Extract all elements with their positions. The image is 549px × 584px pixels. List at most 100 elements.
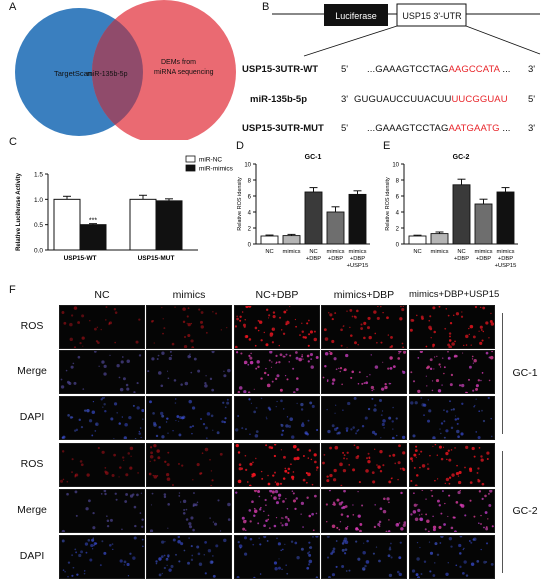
panel-letter-a: A	[9, 1, 17, 13]
cell-dot	[153, 421, 157, 425]
cell-dot	[162, 332, 164, 335]
significance-annotation: ***	[89, 218, 97, 225]
cell-dot	[183, 508, 186, 511]
cell-dot	[458, 470, 462, 474]
seq-black-mir: GUGUAUCCUUACUU	[354, 94, 452, 105]
cell-dot	[104, 492, 107, 496]
cell-dot	[326, 380, 329, 383]
cell-dot	[482, 306, 486, 310]
cell-dot	[465, 445, 469, 449]
cell-dot	[70, 314, 74, 317]
cell-dot	[332, 547, 336, 551]
cell-dot	[285, 564, 287, 566]
cell-dot	[340, 501, 344, 504]
cell-dot	[342, 325, 344, 327]
cell-dot	[379, 525, 381, 528]
cell-dot	[425, 345, 428, 348]
micrograph-cells	[61, 536, 144, 578]
cell-dot	[443, 409, 445, 411]
cell-dot	[286, 309, 288, 311]
seq-red-mir: UUCGGUAU	[451, 94, 508, 105]
bar	[304, 191, 323, 245]
cell-dot	[191, 432, 193, 435]
cell-dot	[171, 484, 174, 486]
cell-dot	[210, 484, 213, 486]
cell-dot	[432, 445, 434, 448]
cell-dot	[217, 499, 220, 502]
cell-dot	[486, 451, 490, 455]
cell-dot	[124, 500, 128, 503]
cell-dot	[398, 353, 400, 355]
cell-dot	[302, 455, 305, 458]
cell-dot	[274, 567, 278, 571]
cell-dot	[485, 321, 489, 325]
venn-label-dems-1: DEMs from	[161, 59, 196, 66]
cell-dot	[249, 462, 253, 466]
cell-dot	[304, 336, 307, 339]
cell-dot	[334, 412, 336, 414]
cell-dot	[400, 491, 403, 495]
cell-dot	[289, 417, 294, 421]
cell-dot	[346, 457, 348, 460]
cell-dot	[387, 334, 390, 336]
cell-dot	[142, 545, 144, 548]
cell-dot	[402, 351, 406, 354]
cell-dot	[238, 463, 242, 466]
cell-dot	[398, 444, 401, 448]
cell-dot	[275, 516, 278, 519]
cell-dot	[391, 420, 394, 423]
cell-dot	[248, 484, 252, 486]
cell-dot	[161, 306, 163, 309]
cell-dot	[140, 492, 143, 494]
x-tick-label: USP15-WT	[64, 255, 97, 262]
cell-dot	[316, 466, 319, 469]
cell-dot	[481, 497, 484, 500]
cell-dot	[421, 490, 424, 491]
cell-dot	[310, 365, 314, 369]
x-tick-label: USP15-MUT	[138, 255, 175, 262]
cell-dot	[478, 410, 481, 412]
cell-dot	[87, 538, 91, 542]
cell-dot	[178, 463, 180, 465]
cell-dot	[281, 429, 284, 432]
cell-dot	[356, 309, 359, 313]
cell-dot	[480, 455, 483, 458]
micrograph-cells	[155, 536, 227, 578]
cell-dot	[443, 523, 446, 526]
cell-dot	[326, 479, 330, 483]
cell-dot	[62, 478, 65, 481]
micrograph-tile	[146, 396, 232, 440]
cell-dot	[363, 382, 366, 385]
cell-dot	[447, 351, 449, 353]
cell-dot	[71, 554, 74, 557]
cell-dot	[113, 438, 115, 439]
cell-dot	[149, 400, 152, 404]
cell-dot	[371, 389, 373, 392]
cell-dot	[472, 389, 475, 392]
cell-dot	[161, 414, 165, 418]
cell-dot	[271, 327, 276, 331]
cell-dot	[171, 342, 175, 346]
cell-dot	[354, 341, 357, 345]
cell-dot	[60, 378, 63, 381]
cell-dot	[67, 576, 69, 578]
cell-dot	[484, 511, 488, 514]
cell-dot	[352, 504, 354, 506]
cell-dot	[432, 306, 436, 310]
micrograph-tile	[59, 350, 145, 394]
cell-dot	[235, 444, 239, 448]
micrograph-cells	[235, 444, 319, 486]
cell-dot	[242, 527, 246, 531]
cell-dot	[401, 307, 405, 312]
cell-dot	[97, 446, 100, 450]
micrograph-cells	[60, 351, 142, 393]
cell-dot	[182, 320, 186, 324]
cell-dot	[346, 310, 348, 312]
cell-dot	[329, 313, 333, 317]
cell-dot	[273, 497, 276, 500]
micrograph-tile	[234, 443, 320, 487]
cell-dot	[328, 576, 331, 578]
cell-dot	[379, 507, 383, 511]
cell-dot	[212, 310, 214, 313]
cell-dot	[235, 351, 239, 354]
